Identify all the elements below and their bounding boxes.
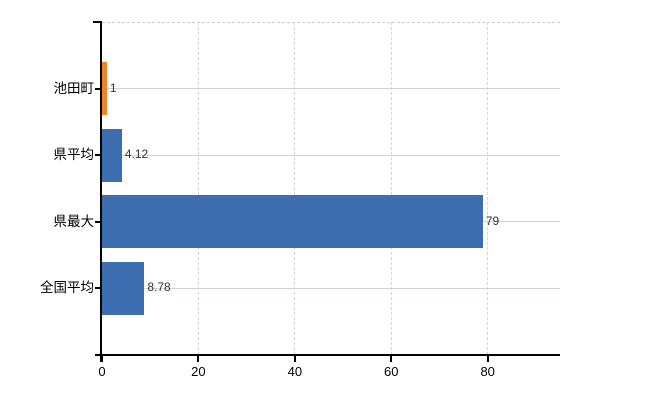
x-tick-label: 60 <box>384 364 399 379</box>
x-tick-label: 20 <box>191 364 206 379</box>
row-gridline <box>102 88 560 90</box>
x-gridline <box>390 22 392 355</box>
x-tick <box>486 356 489 362</box>
x-tick-label: 40 <box>287 364 303 379</box>
row-gridline <box>102 154 560 156</box>
x-axis-line <box>95 354 560 356</box>
bar-value-label: 8.78 <box>147 280 171 295</box>
bar-県平均 <box>102 128 122 182</box>
x-tick-label: 80 <box>480 364 495 379</box>
plot-top-border <box>102 22 560 23</box>
row-gridline <box>102 287 560 289</box>
y-tick <box>95 87 102 90</box>
bar-全国平均 <box>102 261 145 315</box>
bar-value-label: 79 <box>485 213 500 228</box>
x-tick <box>293 356 296 362</box>
x-gridline <box>197 22 199 355</box>
x-gridline <box>487 22 489 355</box>
y-axis-top-tick <box>93 21 102 23</box>
category-label-県最大: 県最大 <box>53 213 95 229</box>
plot-area: 1 4.12 79 8.78 <box>102 22 560 355</box>
x-gridline <box>294 22 296 355</box>
bar-県最大 <box>102 195 483 249</box>
x-tick-label: 0 <box>98 364 106 379</box>
x-tick <box>101 356 103 362</box>
category-label-全国平均: 全国平均 <box>40 280 94 296</box>
bar-value-label: 4.12 <box>124 147 149 162</box>
x-tick <box>197 356 200 362</box>
y-tick <box>95 287 102 290</box>
y-axis-line <box>100 21 102 362</box>
bar-value-label: 1 <box>109 80 117 95</box>
y-tick <box>95 220 102 223</box>
category-label-池田町: 池田町 <box>53 80 95 96</box>
x-tick <box>390 356 393 362</box>
y-tick <box>95 154 102 157</box>
category-label-県平均: 県平均 <box>53 147 95 163</box>
bar-池田町 <box>102 62 107 116</box>
